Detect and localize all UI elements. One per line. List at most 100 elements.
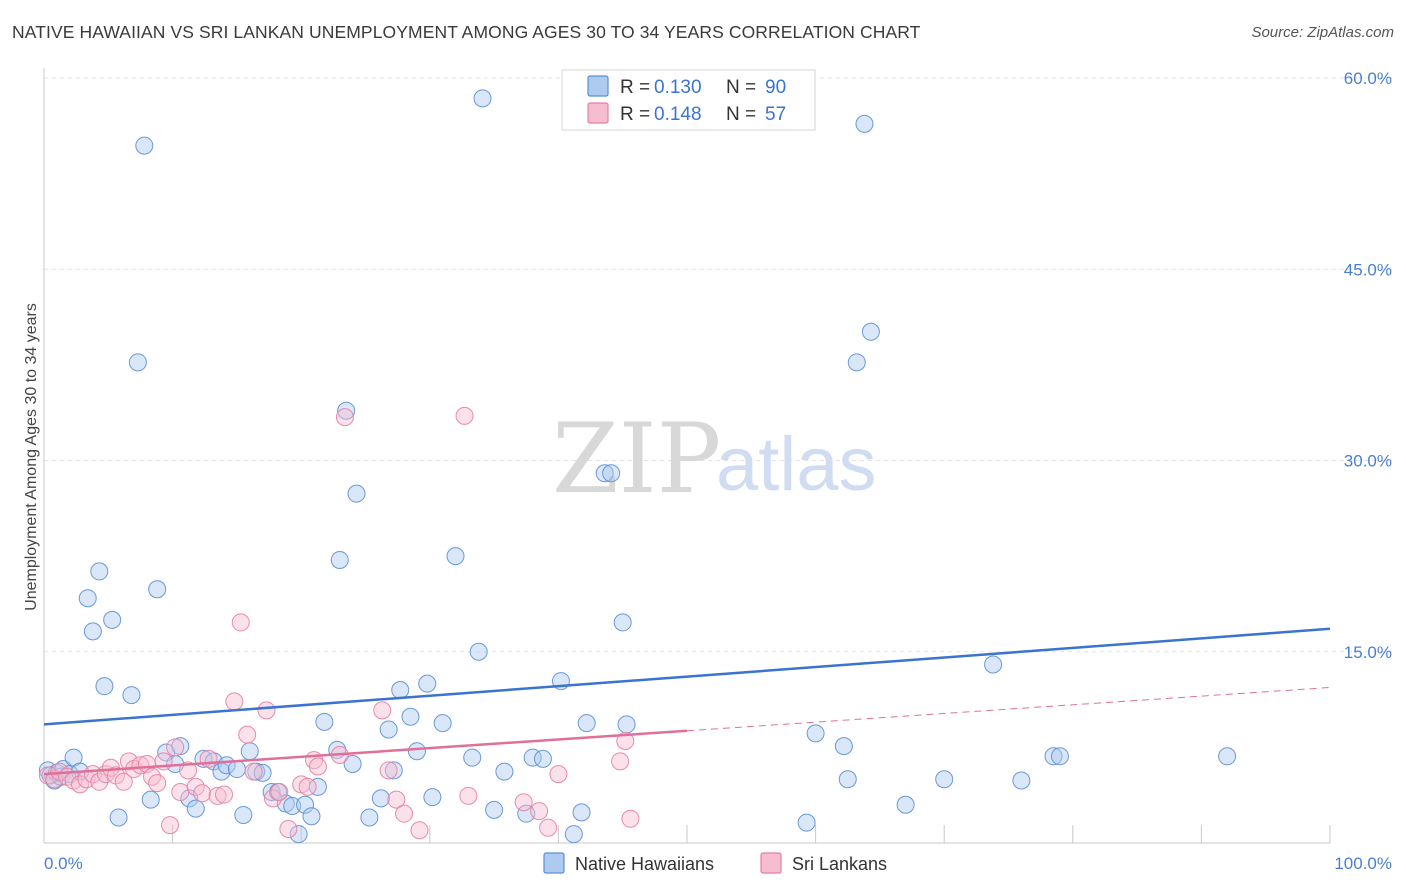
series-legend: Native Hawaiians Sri Lankans	[543, 852, 887, 874]
native-hawaiian-point-16	[128, 353, 147, 372]
sri-lankan-point-43	[373, 701, 392, 720]
native-hawaiian-point-52	[391, 681, 410, 699]
sri-lankan-point-54	[611, 752, 630, 771]
grid-lines	[44, 77, 1392, 653]
native-hawaiian-point-11	[90, 562, 109, 581]
native-hawaiian-point-59	[463, 748, 482, 767]
sri-lankan-point-20	[161, 816, 180, 835]
axes	[43, 68, 1331, 844]
y-tick-label-1: 30.0%	[1344, 452, 1392, 471]
sri-lankan-point-51	[530, 802, 549, 821]
sri-lankan-point-12	[114, 772, 133, 791]
trend-lines	[43, 627, 1331, 776]
watermark-atlas: atlas	[716, 422, 877, 507]
sri-lankan-point-45	[387, 790, 406, 809]
sri-lankan-point-50	[514, 793, 533, 812]
series-legend-swatch-pink	[760, 852, 782, 874]
data-points	[38, 89, 1237, 844]
native-hawaiian-point-39	[296, 795, 315, 814]
native-hawaiian-point-58	[446, 547, 465, 566]
sri-lankan-point-15	[131, 756, 150, 775]
sri-lankan-point-38	[298, 777, 317, 796]
native-hawaiian-point-76	[806, 724, 825, 743]
native-hawaiian-point-60	[469, 642, 488, 661]
native-hawaiian-point-70	[577, 714, 596, 733]
native-hawaiian-point-18	[141, 790, 160, 809]
native-hawaiian-point-69	[572, 803, 591, 822]
sri-lankan-point-21	[166, 738, 185, 757]
native-hawaiian-point-74	[617, 715, 636, 734]
sri-lankan-point-44	[379, 761, 398, 780]
native-hawaiian-point-84	[935, 770, 954, 789]
x-tick-label-1: 100.0%	[1334, 854, 1392, 873]
sri-lankan-point-8	[90, 772, 109, 791]
legend-r-value-2: 0.148	[654, 104, 702, 125]
native-hawaiian-point-86	[1012, 771, 1031, 790]
native-hawaiian-point-68	[564, 825, 583, 844]
watermark: ZIP atlas	[552, 403, 877, 515]
legend-r-label-2: R =	[620, 104, 650, 125]
x-tick-label-0: 0.0%	[44, 854, 83, 873]
native-hawaiian-point-71	[595, 464, 614, 483]
legend-n-value-1: 90	[765, 77, 786, 98]
native-hawaiian-point-83	[896, 795, 915, 814]
native-hawaiian-point-30	[234, 805, 253, 824]
native-hawaiian-point-46	[343, 754, 362, 773]
native-hawaiian-point-73	[613, 613, 632, 632]
source-credit: Source: ZipAtlas.com	[1251, 24, 1394, 41]
watermark-zip: ZIP	[552, 403, 721, 515]
sri-lankan-point-23	[179, 761, 198, 780]
sri-lankan-point-48	[455, 406, 474, 425]
native-hawaiian-point-72	[602, 464, 621, 483]
native-hawaiian-point-29	[227, 760, 246, 779]
native-hawaiian-point-24	[186, 799, 205, 818]
native-hawaiian-point-88	[1050, 747, 1069, 766]
native-hawaiian-point-42	[315, 712, 334, 731]
native-hawaiian-point-17	[135, 136, 154, 155]
y-tick-label-0: 15.0%	[1344, 643, 1392, 662]
native-hawaiian-point-49	[371, 789, 390, 808]
native-hawaiian-point-87	[1044, 747, 1063, 766]
sri-lankan-point-11	[107, 766, 126, 785]
tick-labels: 15.0% 30.0% 45.0% 60.0% 0.0% 100.0%	[44, 69, 1392, 873]
native-hawaiian-point-85	[984, 655, 1003, 674]
sri-lankan-point-35	[270, 783, 289, 801]
sri-lankan-point-46	[395, 804, 414, 823]
native-hawaiian-point-57	[433, 714, 452, 733]
sri-lankan-point-47	[410, 821, 429, 840]
native-hawaiian-point-37	[283, 797, 302, 816]
native-hawaiian-point-61	[473, 89, 492, 108]
legend-r-label-1: R =	[620, 77, 650, 98]
sri-lankan-point-25	[193, 784, 212, 803]
legend-swatch-pink	[587, 102, 609, 124]
y-axis-label: Unemployment Among Ages 30 to 34 years	[23, 303, 40, 611]
legend-r-value-1: 0.130	[654, 77, 702, 98]
sri-lankan-point-24	[186, 777, 205, 796]
native-hawaiian-point-19	[148, 580, 167, 599]
native-hawaiian-point-53	[401, 707, 420, 726]
native-hawaiian-point-77	[797, 813, 816, 832]
native-hawaiian-point-14	[109, 808, 128, 827]
native-hawaiian-point-12	[95, 677, 114, 696]
chart-title: NATIVE HAWAIIAN VS SRI LANKAN UNEMPLOYME…	[12, 22, 921, 42]
sri-lankan-point-55	[616, 732, 635, 750]
native-hawaiian-point-81	[855, 114, 874, 133]
native-hawaiian-point-66	[533, 749, 552, 768]
native-hawaiian-point-34	[262, 783, 281, 801]
series-legend-sri-lankans: Sri Lankans	[792, 854, 887, 874]
sri-lankan-point-53	[549, 765, 568, 784]
correlation-legend: R = 0.130 N = 90 R = 0.148 N = 57	[561, 69, 816, 131]
sri-lankan-point-36	[279, 819, 298, 838]
sri-lankan-point-33	[257, 701, 276, 720]
native-hawaiian-point-63	[495, 762, 514, 781]
sri-lankan-point-42	[335, 408, 354, 427]
sri-lankan-point-26	[199, 749, 218, 768]
native-hawaiian-point-80	[847, 353, 866, 372]
sri-lankan-point-56	[621, 809, 640, 828]
y-tick-label-3: 60.0%	[1344, 69, 1392, 88]
native-hawaiian-point-51	[384, 761, 403, 780]
sri-lankan-point-40	[308, 757, 327, 776]
native-hawaiian-point-48	[360, 808, 379, 827]
sri-lankan-point-31	[238, 725, 257, 744]
legend-n-value-2: 57	[765, 104, 786, 125]
